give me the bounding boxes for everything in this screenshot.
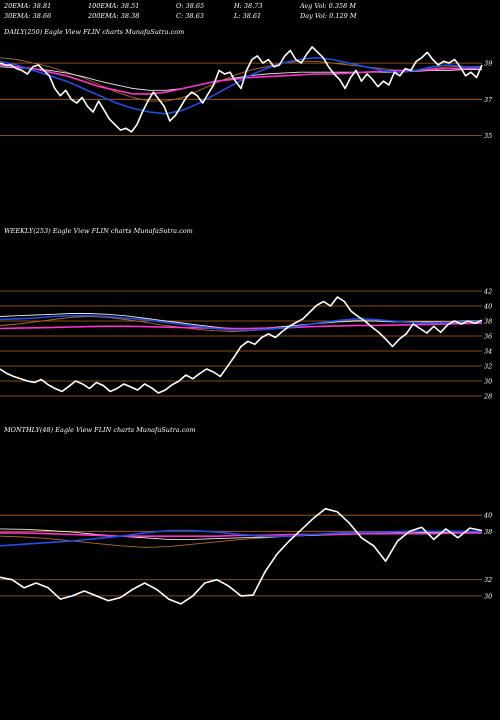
weekly-ema-long1-line xyxy=(0,322,483,330)
header-ema100: 100EMA: 38.51 xyxy=(88,2,140,10)
header-day-vol: Day Vol: 0.129 M xyxy=(300,12,357,20)
daily-ema-long1-line xyxy=(0,64,483,95)
daily-ema-fast-line xyxy=(0,56,482,115)
monthly-panel-title: MONTHLY(48) Eagle View FLIN charts Munaf… xyxy=(4,426,196,434)
weekly-y-tick-label: 30 xyxy=(484,378,492,386)
header-ema200: 200EMA: 38.38 xyxy=(88,12,140,20)
weekly-y-tick-label: 34 xyxy=(484,348,492,356)
weekly-y-tick-label: 42 xyxy=(483,288,492,296)
header-high: H: 38.73 xyxy=(234,2,263,10)
daily-y-tick-label: 39 xyxy=(484,60,492,68)
header-close: C: 38.63 xyxy=(176,12,204,20)
monthly-ema-fast-line xyxy=(0,529,482,547)
monthly-y-tick-label: 40 xyxy=(483,512,492,520)
monthly-y-tick-label: 30 xyxy=(484,592,492,600)
header-ema30: 30EMA: 38.66 xyxy=(4,12,52,20)
daily-price-line xyxy=(0,46,483,133)
daily-y-tick-label: 37 xyxy=(484,96,493,104)
header-avg-vol: Avg Vol: 0.358 M xyxy=(300,2,357,10)
daily-panel-title: DAILY(250) Eagle View FLIN charts Munafa… xyxy=(4,28,185,36)
weekly-price-line xyxy=(0,296,483,394)
weekly-y-tick-label: 40 xyxy=(483,303,492,311)
weekly-y-tick-label: 36 xyxy=(484,333,492,341)
daily-panel: 39 37 35 xyxy=(0,46,493,140)
weekly-panel-title: WEEKLY(253) Eagle View FLIN charts Munaf… xyxy=(4,227,193,235)
weekly-y-tick-label: 38 xyxy=(484,318,492,326)
monthly-y-tick-label: 32 xyxy=(484,576,492,584)
header-ema20: 20EMA: 38.81 xyxy=(4,2,52,10)
weekly-ema-fast-line xyxy=(0,314,482,331)
monthly-y-tick-label: 38 xyxy=(484,528,492,536)
daily-ema-mid-line xyxy=(0,57,483,102)
weekly-panel: 42 40 38 36 34 32 30 28 xyxy=(0,288,492,401)
monthly-panel: 40 38 32 30 xyxy=(0,507,492,605)
daily-y-tick-label: 35 xyxy=(484,132,492,140)
header-open: O: 38.65 xyxy=(176,2,205,10)
monthly-price-line xyxy=(0,507,483,605)
weekly-y-tick-label: 32 xyxy=(484,363,492,371)
header-low: L: 38.61 xyxy=(234,12,262,20)
weekly-y-tick-label: 28 xyxy=(483,393,492,401)
